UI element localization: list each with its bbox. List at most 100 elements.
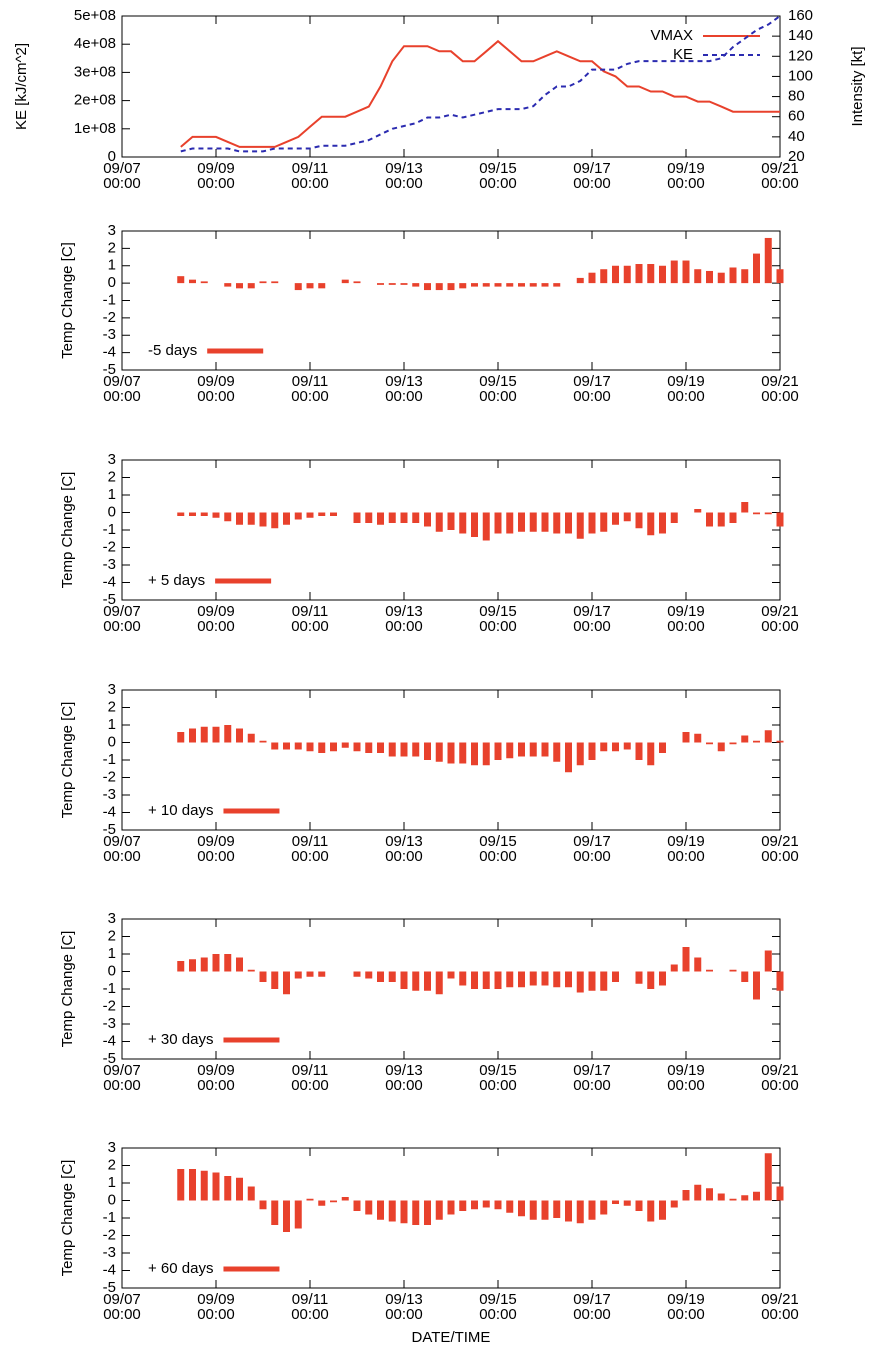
x-tick-label: 09/17 00:00 (573, 1291, 611, 1323)
bar (553, 283, 561, 287)
x-tick-label: 09/09 00:00 (197, 833, 235, 865)
bar (764, 512, 772, 515)
bar (435, 971, 443, 995)
bar (635, 742, 643, 760)
y-tick-label: 0 (108, 733, 116, 750)
bar (388, 512, 396, 523)
y-tick-label: 1 (108, 486, 116, 503)
y-tick-label: 4e+08 (74, 35, 116, 52)
y2-axis-label: Intensity [kt] (849, 46, 866, 126)
y-tick-label: -1 (103, 291, 116, 308)
y-tick-label: 2 (108, 927, 116, 944)
bar (729, 1198, 737, 1201)
bar (529, 971, 537, 986)
bar (435, 283, 443, 291)
bar (518, 1200, 525, 1217)
y-tick-label: -1 (103, 521, 116, 538)
x-tick-label: 09/11 00:00 (291, 1291, 329, 1323)
bar (200, 1170, 208, 1201)
bar (553, 512, 561, 534)
bar (212, 512, 220, 518)
bar (283, 512, 290, 525)
bar (388, 971, 396, 982)
bar (424, 1200, 431, 1225)
bar (635, 264, 643, 284)
bar (600, 512, 608, 532)
bar (553, 742, 561, 762)
bar (212, 726, 220, 743)
bar (694, 1184, 702, 1201)
y-tick-label: 5e+08 (74, 7, 116, 24)
bar (494, 1200, 502, 1210)
bar (764, 730, 772, 743)
y-tick-label: 0 (108, 962, 116, 979)
bar (259, 971, 267, 982)
bar (518, 512, 525, 532)
bar (365, 1200, 373, 1215)
bar (588, 1200, 596, 1220)
bar (189, 512, 196, 516)
bar (189, 728, 196, 743)
bar (330, 512, 337, 516)
x-tick-label: 09/21 00:00 (761, 833, 799, 865)
bar (541, 1200, 549, 1220)
bar (659, 971, 666, 986)
line-series (180, 15, 781, 153)
bar (294, 742, 302, 750)
bar (471, 283, 478, 287)
y2-tick-label: 40 (788, 128, 805, 145)
bar (717, 742, 725, 752)
x-tick-label: 09/13 00:00 (385, 373, 423, 405)
y-tick-label: 0 (108, 1191, 116, 1208)
y-axis-label: Temp Change [C] (59, 931, 76, 1048)
y-tick-label: 2 (108, 1156, 116, 1173)
bar (236, 957, 243, 972)
bar (506, 971, 514, 988)
bar (565, 971, 572, 988)
bar (776, 1186, 784, 1201)
bar (729, 267, 737, 284)
legend-label: + 60 days (148, 1260, 213, 1277)
x-tick-label: 09/07 00:00 (103, 603, 141, 635)
bar (647, 971, 655, 989)
bar (388, 1200, 396, 1222)
bar (200, 281, 208, 284)
bar (400, 283, 408, 285)
bar (435, 512, 443, 532)
bar (659, 1200, 666, 1220)
bar (189, 1169, 196, 1201)
bar (612, 971, 619, 982)
bar (224, 283, 232, 287)
bar (741, 735, 749, 743)
bar (706, 512, 713, 527)
bar (459, 971, 467, 986)
y-tick-label: 3e+08 (74, 63, 116, 80)
bar (200, 726, 208, 743)
y-tick-label: -1 (103, 1209, 116, 1226)
bar (541, 742, 549, 757)
x-tick-label: 09/13 00:00 (385, 833, 423, 865)
legend-label: + 5 days (148, 572, 205, 589)
bar (576, 971, 584, 993)
bar (377, 283, 384, 285)
bar (259, 512, 267, 527)
bar (623, 265, 631, 284)
bar (353, 281, 361, 284)
x-tick-label: 09/11 00:00 (291, 833, 329, 865)
bar (424, 971, 431, 991)
y-tick-label: -2 (103, 997, 116, 1014)
bar (482, 742, 490, 766)
x-tick-label: 09/19 00:00 (667, 373, 705, 405)
bar (424, 742, 431, 760)
x-tick-label: 09/15 00:00 (479, 373, 517, 405)
y-tick-label: 2 (108, 698, 116, 715)
bar (612, 1200, 619, 1204)
y2-tick-label: 20 (788, 148, 805, 165)
bar (529, 742, 537, 757)
bar (706, 270, 713, 284)
y-tick-label: -3 (103, 1244, 116, 1261)
x-tick-label: 09/15 00:00 (479, 1291, 517, 1323)
x-tick-label: 09/13 00:00 (385, 160, 423, 192)
bar (682, 1190, 690, 1201)
bar (365, 742, 373, 753)
